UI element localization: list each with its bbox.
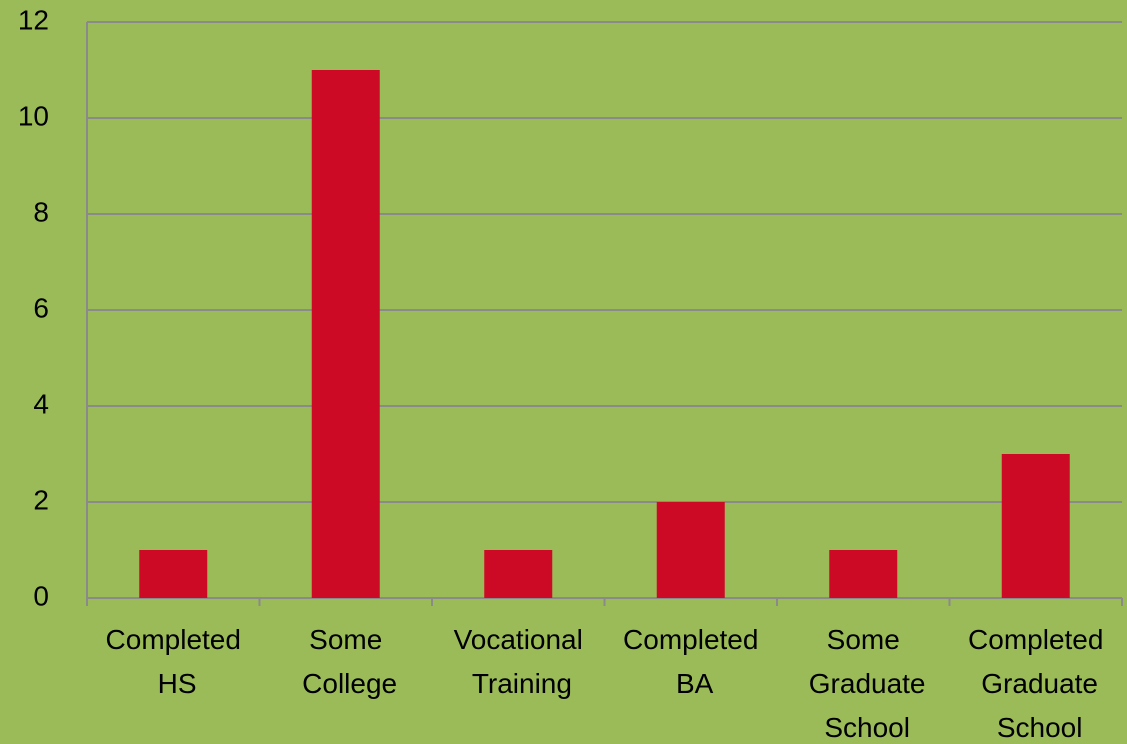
- label-line: Completed: [623, 624, 758, 655]
- x-tick-label: Completed Graduate School: [968, 624, 1103, 743]
- y-tick-label: 4: [33, 388, 49, 419]
- bar: [311, 70, 380, 598]
- bar: [139, 550, 208, 598]
- label-line: Some: [827, 624, 900, 655]
- bar: [656, 502, 725, 598]
- y-tick-label: 8: [33, 196, 49, 227]
- y-tick-label: 0: [33, 580, 49, 611]
- bar: [1001, 454, 1070, 598]
- label-line: Vocational: [454, 624, 583, 655]
- x-tick-label: Some Graduate School: [801, 624, 926, 743]
- x-tick-label: Completed HS: [106, 624, 241, 699]
- label-line: Completed: [968, 624, 1103, 655]
- label-line: Completed: [106, 624, 241, 655]
- bar: [484, 550, 553, 598]
- label-line: Some: [309, 624, 382, 655]
- y-tick-label: 12: [18, 4, 49, 35]
- x-tick-label: Vocational Training: [454, 624, 583, 699]
- label-line: School: [989, 712, 1082, 743]
- bar: [829, 550, 898, 598]
- label-line: School: [817, 712, 910, 743]
- label-line: Graduate: [801, 668, 926, 699]
- x-tick-label: Some College: [294, 624, 397, 699]
- label-line: Graduate: [973, 668, 1098, 699]
- y-tick-label: 2: [33, 484, 49, 515]
- label-line: College: [294, 668, 397, 699]
- y-tick-label: 6: [33, 292, 49, 323]
- label-line: BA: [668, 668, 713, 699]
- label-line: Training: [465, 668, 572, 699]
- x-tick-label: Completed BA: [623, 624, 758, 699]
- y-tick-label: 10: [18, 100, 49, 131]
- label-line: HS: [150, 668, 197, 699]
